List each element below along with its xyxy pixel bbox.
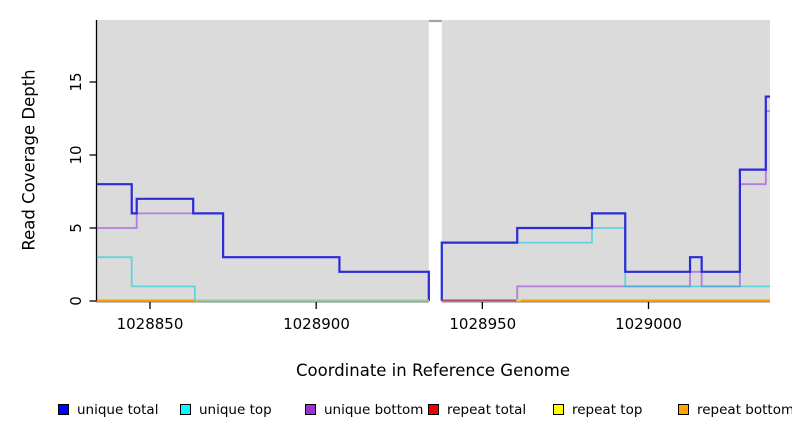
x-tick-label-1029000: 1029000 — [615, 315, 682, 333]
repeat-bottom-swatch-icon — [678, 404, 689, 415]
unique-total-line — [440, 95, 770, 301]
unique-total-swatch-icon — [58, 404, 69, 415]
legend-label: unique top — [199, 402, 272, 418]
x-tick-label-1028850: 1028850 — [116, 315, 184, 333]
legend-label: repeat total — [447, 402, 527, 418]
unique-total-line — [96, 183, 430, 301]
y-tick-label-0: 0 — [67, 296, 85, 306]
legend-label: unique bottom — [324, 402, 424, 418]
y-tick-label-10: 10 — [67, 145, 85, 165]
repeat-top-swatch-icon — [553, 404, 564, 415]
y-tick-label-5: 5 — [67, 223, 85, 233]
unique-bottom-line — [441, 110, 770, 302]
x-tick-label-1028900: 1028900 — [283, 315, 350, 333]
series-layer — [96, 95, 770, 302]
unique-bottom-swatch-icon — [305, 404, 316, 415]
repeat-total-swatch-icon — [428, 404, 439, 415]
legend-label: unique total — [77, 402, 159, 418]
no-data-gap-band — [428, 19, 442, 301]
legend-label: repeat top — [572, 402, 643, 418]
x-tick-label-1028950: 1028950 — [449, 315, 517, 333]
y-tick-label-15: 15 — [67, 72, 85, 92]
y-axis-label: Read Coverage Depth — [19, 69, 39, 251]
legend-label: repeat bottom — [697, 402, 792, 418]
x-axis-label: Coordinate in Reference Genome — [295, 361, 571, 380]
unique-top-swatch-icon — [180, 404, 191, 415]
